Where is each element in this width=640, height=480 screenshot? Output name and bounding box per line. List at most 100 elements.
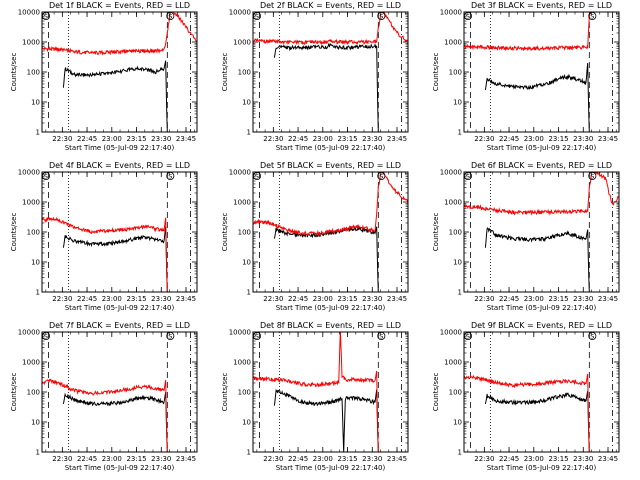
x-tick-label: 22:30 <box>52 135 72 143</box>
series-line-lld <box>253 172 408 237</box>
y-tick-label: 1000 <box>444 359 462 367</box>
x-tick-label: 22:30 <box>263 295 283 303</box>
y-tick-label: 10000 <box>18 329 40 337</box>
series-line-lld <box>42 216 168 292</box>
plot-frame <box>41 11 198 133</box>
x-tick-label: 23:30 <box>362 135 382 143</box>
x-tick-label: 23:00 <box>313 455 333 463</box>
chart-panel-9: Det 9f BLACK = Events, RED = LLD 1 10 100 10… <box>432 321 620 472</box>
marker-label: S <box>466 173 470 181</box>
marker-label: S <box>379 13 383 21</box>
plot-area <box>464 373 590 452</box>
y-tick-label: 100 <box>238 69 251 77</box>
plot-frame <box>463 171 620 293</box>
chart-panel-2: Det 2f BLACK = Events, RED = LLD 1 10 100 10… <box>221 1 409 152</box>
series-line-events <box>484 62 590 132</box>
plot-area <box>253 332 379 452</box>
x-tick-label: 23:30 <box>151 295 171 303</box>
x-tick-label: 23:00 <box>524 295 544 303</box>
y-tick-label: 10000 <box>229 9 251 17</box>
plot-frame <box>41 171 198 293</box>
x-tick-label: 23:30 <box>151 455 171 463</box>
x-tick-label: 23:30 <box>362 295 382 303</box>
y-tick-label: 10 <box>453 259 462 267</box>
x-axis-label: Start Time (05-Jul-09 22:17:40) <box>276 464 386 472</box>
series-line-events <box>273 43 379 132</box>
x-tick-label: 23:00 <box>313 135 333 143</box>
x-tick-label: 23:00 <box>102 455 122 463</box>
plot-area <box>253 172 408 292</box>
y-tick-label: 100 <box>449 69 462 77</box>
plot-frame <box>252 171 409 293</box>
y-axis-label: Counts/sec <box>10 53 18 92</box>
plot-area <box>464 12 592 132</box>
x-tick-label: 22:30 <box>263 135 283 143</box>
plot-frame <box>252 331 409 453</box>
chart-title: Det 5f BLACK = Events, RED = LLD <box>260 161 401 170</box>
chart-panel-1: Det 1f BLACK = Events, RED = LLD 1 10 100 10… <box>10 1 198 152</box>
y-tick-label: 10000 <box>229 329 251 337</box>
plot-area <box>464 172 619 292</box>
series-line-events <box>62 391 168 452</box>
y-tick-label: 10000 <box>18 169 40 177</box>
chart-title: Det 2f BLACK = Events, RED = LLD <box>260 1 401 10</box>
marker-label: S <box>590 333 594 341</box>
chart-title: Det 4f BLACK = Events, RED = LLD <box>49 161 190 170</box>
marker-label: S <box>168 173 172 181</box>
x-tick-label: 23:45 <box>176 455 196 463</box>
chart-panel-5: Det 5f BLACK = Events, RED = LLD 1 10 100 10… <box>221 161 409 312</box>
x-tick-label: 23:15 <box>337 455 357 463</box>
x-tick-label: 23:30 <box>151 135 171 143</box>
x-tick-label: 23:45 <box>387 455 407 463</box>
series-line-events <box>484 227 590 292</box>
marker-label: S <box>590 13 594 21</box>
y-tick-label: 100 <box>27 389 40 397</box>
x-axis-label: Start Time (05-Jul-09 22:17:40) <box>276 144 386 152</box>
y-tick-label: 1000 <box>22 359 40 367</box>
y-axis-label: Counts/sec <box>432 53 440 92</box>
plot-frame <box>463 331 620 453</box>
y-axis-label: Counts/sec <box>221 213 229 252</box>
y-tick-label: 1 <box>458 449 462 457</box>
y-tick-label: 1000 <box>233 359 251 367</box>
series-line-events <box>273 225 379 292</box>
x-tick-label: 23:15 <box>126 135 146 143</box>
x-tick-label: 22:45 <box>288 135 308 143</box>
chart-panel-6: Det 6f BLACK = Events, RED = LLD 1 10 100 10… <box>432 161 620 312</box>
x-tick-label: 23:15 <box>548 135 568 143</box>
x-tick-label: 23:15 <box>337 295 357 303</box>
y-tick-label: 10 <box>242 259 251 267</box>
y-axis-label: Counts/sec <box>10 213 18 252</box>
marker-label: S <box>168 333 172 341</box>
x-tick-label: 23:45 <box>387 295 407 303</box>
y-tick-label: 10000 <box>440 169 462 177</box>
x-axis-label: Start Time (05-Jul-09 22:17:40) <box>65 304 175 312</box>
series-line-events <box>484 390 590 452</box>
y-tick-label: 10000 <box>440 329 462 337</box>
y-tick-label: 10 <box>242 99 251 107</box>
x-tick-label: 22:45 <box>499 135 519 143</box>
chart-panel-8: Det 8f BLACK = Events, RED = LLD 1 10 100 10… <box>221 321 409 472</box>
x-tick-label: 23:30 <box>573 295 593 303</box>
x-tick-label: 22:30 <box>263 455 283 463</box>
x-axis-label: Start Time (05-Jul-09 22:17:40) <box>487 304 597 312</box>
y-tick-label: 1 <box>36 449 40 457</box>
x-tick-label: 23:45 <box>176 135 196 143</box>
y-tick-label: 1 <box>247 449 251 457</box>
y-tick-label: 10 <box>453 419 462 427</box>
x-tick-label: 23:45 <box>176 295 196 303</box>
x-tick-label: 23:00 <box>524 135 544 143</box>
plot-frame <box>41 331 198 453</box>
chart-title: Det 7f BLACK = Events, RED = LLD <box>49 321 190 330</box>
x-tick-label: 22:45 <box>499 455 519 463</box>
x-tick-label: 23:00 <box>313 295 333 303</box>
marker-label: S <box>466 333 470 341</box>
y-tick-label: 1000 <box>22 199 40 207</box>
x-tick-label: 22:45 <box>77 295 97 303</box>
y-tick-label: 100 <box>449 389 462 397</box>
chart-panel-3: Det 3f BLACK = Events, RED = LLD 1 10 100 10… <box>432 1 620 152</box>
y-tick-label: 100 <box>27 69 40 77</box>
y-tick-label: 1 <box>247 289 251 297</box>
y-tick-label: 10 <box>242 419 251 427</box>
